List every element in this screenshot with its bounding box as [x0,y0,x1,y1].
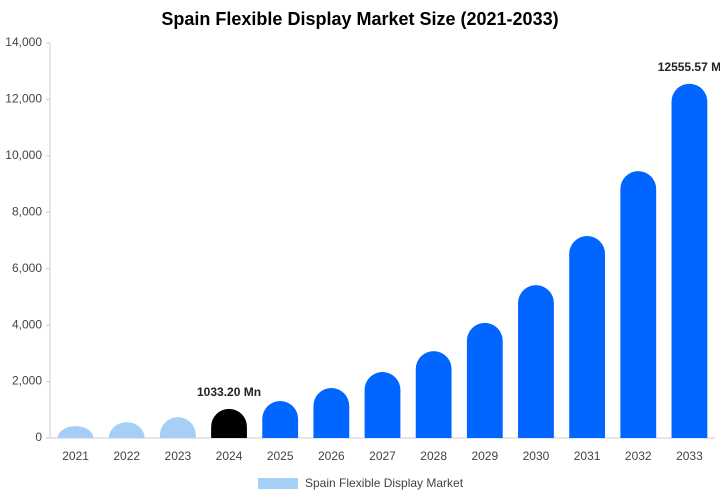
x-tick-label: 2032 [625,449,652,463]
bar [518,285,554,438]
y-tick-label: 14,000 [5,35,42,49]
x-tick-label: 2022 [113,449,140,463]
bar [108,422,145,438]
x-tick-label: 2021 [62,449,89,463]
x-tick-label: 2029 [471,449,498,463]
x-tick-label: 2031 [574,449,601,463]
y-tick-label: 2,000 [12,374,42,388]
bar [569,236,606,438]
bar [415,351,452,438]
bar [671,83,708,438]
x-tick-label: 2033 [676,449,703,463]
chart-title: Spain Flexible Display Market Size (2021… [161,9,558,29]
bar [620,171,657,438]
y-tick-label: 10,000 [5,148,42,162]
bar [313,388,350,438]
x-tick-label: 2026 [318,449,345,463]
bar [364,372,401,438]
y-tick-label: 6,000 [12,261,42,275]
x-tick-label: 2024 [216,449,243,463]
x-tick-label: 2025 [267,449,294,463]
value-label: 1033.20 Mn [197,385,261,399]
x-tick-label: 2023 [165,449,192,463]
y-tick-label: 0 [35,430,42,444]
x-tick-label: 2027 [369,449,396,463]
value-label: 12555.57 M [658,60,720,74]
legend-label: Spain Flexible Display Market [305,476,464,490]
x-tick-label: 2028 [420,449,447,463]
bar [262,401,299,438]
y-tick-label: 8,000 [12,204,42,218]
y-tick-label: 12,000 [5,92,42,106]
x-tick-label: 2030 [523,449,550,463]
bar [466,322,503,438]
bar [211,408,247,438]
legend-swatch [258,478,298,489]
y-tick-label: 4,000 [12,317,42,331]
bar [57,426,94,438]
bar [159,417,196,438]
